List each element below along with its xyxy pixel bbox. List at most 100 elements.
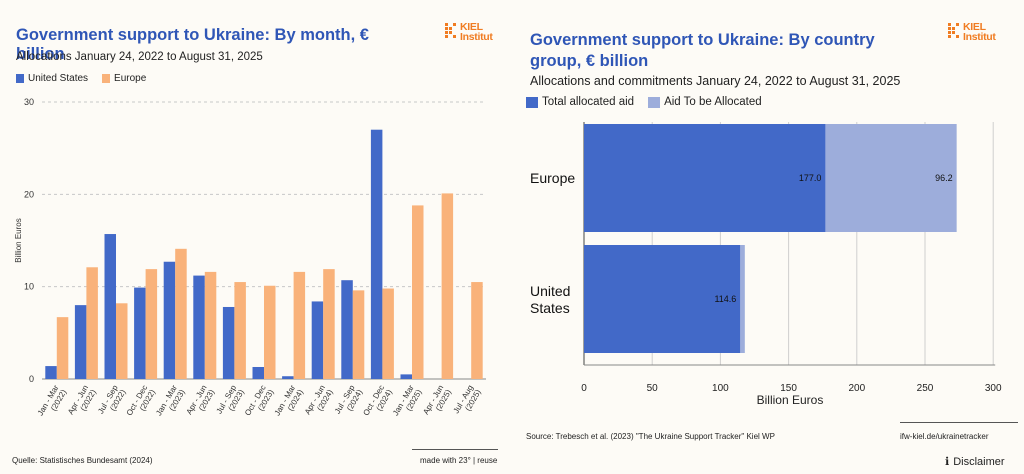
legend-swatch-allocated	[526, 96, 538, 108]
y-tick-label: 30	[24, 97, 34, 107]
y-category-label: Europe	[530, 170, 575, 186]
y-tick-label: 0	[29, 374, 34, 384]
x-tick-label: 300	[985, 383, 1002, 394]
monthly-chart-source: Quelle: Statistisches Bundesamt (2024)	[12, 456, 153, 465]
country-group-chart-panel: Government support to Ukraine: By countr…	[515, 0, 1024, 474]
x-tick-label: Jul - Sep(2022)	[96, 383, 128, 420]
monthly-chart-title: Government support to Ukraine: By month,…	[16, 26, 369, 63]
bar-europe	[204, 271, 217, 379]
y-category-label: United States	[530, 283, 570, 316]
y-tick-label: 20	[24, 189, 34, 199]
kiel-logo-text-2: Institut	[460, 31, 493, 43]
made-with-credit-link[interactable]: made with 23° | reuse	[420, 456, 498, 465]
x-tick-label: Apr - Jun(2022)	[66, 383, 98, 420]
x-tick-label: Apr - Jun(2023)	[185, 383, 217, 420]
country-group-chart-source: Source: Trebesch et al. (2023) "The Ukra…	[526, 432, 775, 441]
bar-europe	[145, 269, 158, 379]
legend-label-us: United States	[28, 73, 89, 84]
x-tick-label: 0	[581, 383, 587, 394]
ukraine-tracker-link[interactable]: ifw-kiel.de/ukrainetracker	[900, 432, 989, 441]
x-tick-label: Apr - Jun(2024)	[303, 383, 335, 420]
legend-swatch-europe	[102, 74, 111, 83]
bar-allocated	[584, 124, 826, 232]
bar-us	[252, 366, 264, 379]
bar-us	[400, 374, 412, 379]
country-group-chart-legend: Total allocated aid Aid To be Allocated	[526, 96, 770, 108]
legend-swatch-us	[16, 74, 24, 83]
x-tick-label: Jan - Mar(2023)	[154, 383, 187, 422]
disclaimer-button[interactable]: ℹ Disclaimer	[945, 455, 1005, 469]
x-tick-label: 250	[917, 383, 934, 394]
bar-europe	[264, 285, 276, 379]
bar-us	[45, 366, 57, 379]
bar-us	[311, 301, 324, 379]
bar-us	[74, 305, 87, 379]
x-axis-label: Billion Euros	[757, 393, 824, 407]
legend-item-to-allocate[interactable]: Aid To be Allocated	[648, 96, 762, 108]
x-tick-label: Jan - Mar(2024)	[273, 383, 306, 422]
legend-item-allocated[interactable]: Total allocated aid	[526, 96, 634, 108]
kiel-logo-icon	[948, 23, 962, 39]
info-icon: ℹ	[945, 456, 950, 468]
country-group-chart-title: Government support to Ukraine: By countr…	[530, 31, 875, 70]
bar-us	[222, 306, 235, 379]
monthly-chart-panel: Government support to Ukraine: By month,…	[0, 0, 505, 474]
bar-europe	[412, 205, 424, 379]
disclaimer-label: Disclaimer	[953, 455, 1005, 468]
bar-allocated	[584, 245, 741, 353]
x-tick-label: 50	[647, 383, 659, 394]
x-tick-label: Oct - Dec(2024)	[361, 383, 394, 422]
country-group-chart-subtitle: Allocations and commitments January 24, …	[530, 74, 901, 88]
x-tick-label: Oct - Dec(2022)	[125, 383, 158, 422]
legend-label-to-allocate: Aid To be Allocated	[664, 96, 762, 108]
monthly-chart-legend: United States Europe	[16, 73, 154, 84]
kiel-logo: KIEL Institut	[445, 22, 505, 44]
monthly-chart-subtitle: Allocations January 24, 2022 to August 3…	[16, 51, 263, 63]
y-axis-label: Billion Euros	[14, 218, 23, 262]
x-tick-label: Oct - Dec(2023)	[243, 383, 276, 422]
legend-item-europe[interactable]: Europe	[102, 73, 146, 84]
bar-europe	[382, 288, 394, 379]
bar-europe	[441, 193, 454, 379]
bar-value-label: 114.6	[714, 294, 736, 304]
x-tick-label: 150	[780, 383, 797, 394]
kiel-logo: KIEL Institut	[948, 22, 1008, 44]
bar-us	[282, 376, 294, 379]
y-tick-label: 10	[24, 282, 34, 292]
x-tick-label: Jul - Sep(2023)	[215, 383, 247, 420]
legend-swatch-to-allocate	[648, 96, 661, 108]
bar-us	[134, 287, 146, 379]
bar-us	[341, 280, 353, 379]
bar-europe	[352, 290, 365, 379]
bar-value-label: 177.0	[799, 173, 822, 183]
bar-europe	[175, 248, 187, 379]
legend-label-allocated: Total allocated aid	[542, 96, 635, 108]
bar-europe	[293, 271, 306, 379]
bar-europe	[56, 317, 69, 379]
bar-europe	[86, 267, 98, 379]
x-tick-label: Jul - Aug(2025)	[452, 383, 483, 419]
country-group-bar-chart: 0 50 100 150 200 250 300 Billion Euros 177.0 96.2…	[530, 122, 1002, 407]
x-tick-label: Jan - Mar(2022)	[36, 383, 69, 422]
kiel-logo-text-1: KIEL	[460, 21, 483, 33]
bar-us	[163, 261, 176, 379]
kiel-logo-text-2: Institut	[963, 31, 996, 43]
x-tick-label: 200	[848, 383, 865, 394]
legend-item-us[interactable]: United States	[16, 73, 88, 84]
legend-label-europe: Europe	[114, 73, 147, 84]
link-divider	[900, 422, 1018, 423]
credit-divider	[412, 449, 498, 450]
bar-to-allocate	[740, 245, 745, 353]
bar-value-label: 96.2	[935, 173, 953, 183]
x-tick-label: Apr - Jun(2025)	[421, 383, 453, 420]
bar-europe	[323, 269, 335, 379]
bar-europe	[116, 303, 128, 379]
bar-europe	[234, 282, 246, 379]
bar-to-allocate	[825, 124, 957, 232]
bar-us	[104, 234, 116, 379]
x-tick-label: Jan - Mar(2025)	[391, 383, 424, 422]
x-tick-label: Jul - Sep(2024)	[333, 383, 365, 420]
bar-us	[370, 129, 383, 379]
bar-europe	[471, 282, 483, 379]
